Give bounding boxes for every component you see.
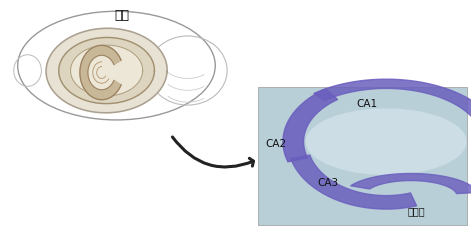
- Text: 歯状回: 歯状回: [408, 206, 426, 216]
- Bar: [258, 87, 467, 225]
- Polygon shape: [59, 38, 155, 104]
- Text: CA3: CA3: [317, 178, 338, 188]
- Text: CA1: CA1: [356, 99, 378, 109]
- Polygon shape: [291, 155, 417, 209]
- Polygon shape: [283, 89, 337, 162]
- Polygon shape: [314, 79, 474, 142]
- Polygon shape: [71, 45, 143, 96]
- Text: CA2: CA2: [265, 139, 287, 149]
- Polygon shape: [80, 45, 121, 100]
- Polygon shape: [306, 109, 466, 174]
- Polygon shape: [351, 174, 474, 194]
- Text: 海馬: 海馬: [114, 9, 129, 22]
- Polygon shape: [46, 28, 167, 113]
